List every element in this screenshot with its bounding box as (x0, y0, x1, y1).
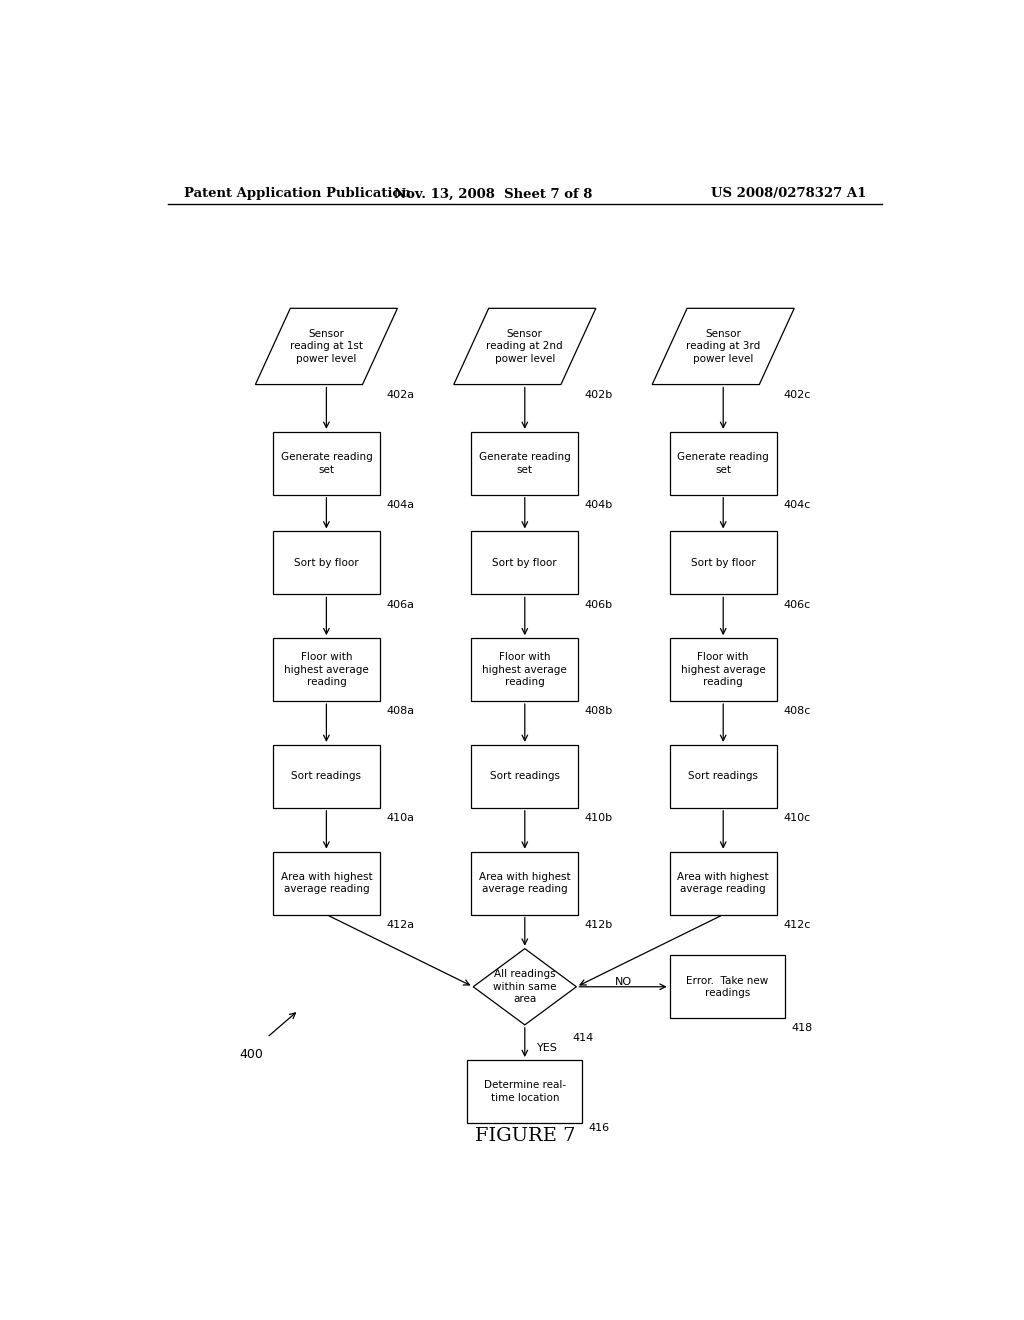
Text: 410a: 410a (386, 813, 415, 822)
Text: Generate reading
set: Generate reading set (677, 453, 769, 474)
Bar (471, 432, 579, 495)
Text: Sensor
reading at 1st
power level: Sensor reading at 1st power level (290, 329, 362, 364)
Text: 402a: 402a (386, 389, 415, 400)
Text: 408a: 408a (386, 706, 415, 717)
Polygon shape (652, 309, 795, 384)
Text: Floor with
highest average
reading: Floor with highest average reading (681, 652, 766, 686)
Text: 404c: 404c (783, 500, 810, 510)
Text: NO: NO (614, 977, 632, 986)
Text: Generate reading
set: Generate reading set (479, 453, 570, 474)
Bar (272, 851, 380, 915)
Polygon shape (454, 309, 596, 384)
Text: Generate reading
set: Generate reading set (281, 453, 373, 474)
Text: 406c: 406c (783, 599, 810, 610)
Text: 406a: 406a (386, 599, 415, 610)
Bar (471, 638, 579, 701)
Text: Sort readings: Sort readings (688, 771, 758, 781)
Text: US 2008/0278327 A1: US 2008/0278327 A1 (711, 187, 866, 201)
Bar (272, 432, 380, 495)
Bar (670, 638, 777, 701)
Text: 410c: 410c (783, 813, 810, 822)
Text: Error.  Take new
readings: Error. Take new readings (686, 975, 768, 998)
Text: 400: 400 (239, 1048, 263, 1061)
Text: Nov. 13, 2008  Sheet 7 of 8: Nov. 13, 2008 Sheet 7 of 8 (394, 187, 592, 201)
Text: Sensor
reading at 3rd
power level: Sensor reading at 3rd power level (686, 329, 761, 364)
Text: 414: 414 (572, 1034, 594, 1043)
Text: Sort by floor: Sort by floor (691, 558, 756, 568)
Bar (670, 432, 777, 495)
Text: Sort readings: Sort readings (489, 771, 560, 781)
Text: 416: 416 (589, 1123, 610, 1133)
Text: 410b: 410b (585, 813, 612, 822)
Text: 412b: 412b (585, 920, 613, 929)
Polygon shape (473, 949, 577, 1024)
Text: Patent Application Publication: Patent Application Publication (183, 187, 411, 201)
Bar (272, 532, 380, 594)
Text: YES: YES (537, 1043, 558, 1053)
Text: Determine real-
time location: Determine real- time location (483, 1080, 566, 1102)
Text: Sort by floor: Sort by floor (294, 558, 358, 568)
Bar (272, 638, 380, 701)
Text: 412a: 412a (386, 920, 415, 929)
Bar (670, 532, 777, 594)
Text: Floor with
highest average
reading: Floor with highest average reading (482, 652, 567, 686)
Bar (670, 956, 784, 1018)
Bar (471, 851, 579, 915)
Bar (467, 1060, 583, 1123)
Text: Sort readings: Sort readings (292, 771, 361, 781)
Text: Area with highest
average reading: Area with highest average reading (281, 873, 372, 894)
Text: 402b: 402b (585, 389, 613, 400)
Text: 406b: 406b (585, 599, 612, 610)
Bar (471, 532, 579, 594)
Text: 418: 418 (792, 1023, 812, 1034)
Text: 402c: 402c (783, 389, 810, 400)
Bar (670, 744, 777, 808)
Text: 412c: 412c (783, 920, 810, 929)
Text: Area with highest
average reading: Area with highest average reading (678, 873, 769, 894)
Text: 408b: 408b (585, 706, 613, 717)
Text: Sort by floor: Sort by floor (493, 558, 557, 568)
Polygon shape (255, 309, 397, 384)
Text: Floor with
highest average
reading: Floor with highest average reading (284, 652, 369, 686)
Bar (272, 744, 380, 808)
Text: 404a: 404a (386, 500, 415, 510)
Text: Area with highest
average reading: Area with highest average reading (479, 873, 570, 894)
Text: 408c: 408c (783, 706, 810, 717)
Text: 404b: 404b (585, 500, 613, 510)
Bar (471, 744, 579, 808)
Text: Sensor
reading at 2nd
power level: Sensor reading at 2nd power level (486, 329, 563, 364)
Text: FIGURE 7: FIGURE 7 (474, 1127, 575, 1146)
Bar (670, 851, 777, 915)
Text: All readings
within same
area: All readings within same area (493, 969, 557, 1005)
